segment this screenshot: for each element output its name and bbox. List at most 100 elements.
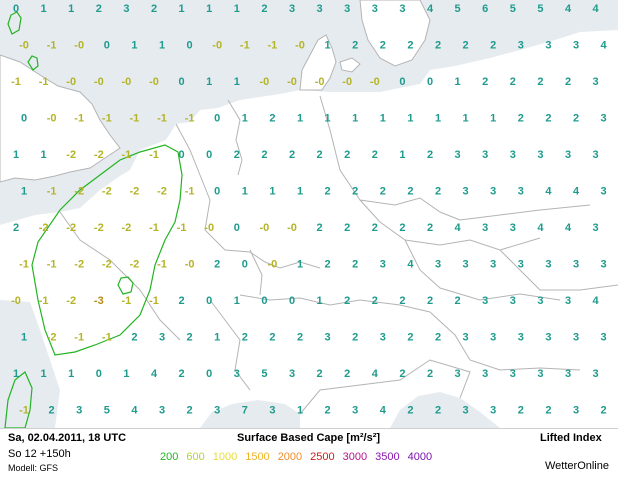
lifted-index-value: 3	[510, 295, 516, 307]
lifted-index-value: -1	[102, 332, 112, 344]
lifted-index-value: 3	[463, 186, 469, 198]
lifted-index-value: 1	[317, 295, 323, 307]
lifted-index-value: 2	[344, 149, 350, 161]
legend-entry: 1000	[212, 451, 238, 463]
lifted-index-value: 0	[13, 3, 19, 15]
lifted-index-value: 3	[593, 368, 599, 380]
lifted-index-value: 4	[593, 3, 600, 15]
lifted-index-value: 1	[21, 186, 27, 198]
lifted-index-value: -1	[240, 40, 250, 52]
lifted-index-value: 1	[455, 76, 461, 88]
lifted-index-value: 2	[269, 332, 275, 344]
lifted-index-value: 0	[104, 40, 110, 52]
lifted-index-value: 2	[242, 332, 248, 344]
lifted-index-value: -0	[370, 76, 380, 88]
lifted-index-value: 4	[545, 186, 552, 198]
lifted-index-value: 2	[179, 368, 185, 380]
lifted-index-value: 4	[372, 368, 379, 380]
lifted-index-value: 3	[601, 332, 607, 344]
lifted-index-value: 2	[537, 76, 543, 88]
lifted-index-value: -1	[149, 222, 159, 234]
lifted-index-value: 1	[242, 186, 248, 198]
lifted-index-value: 2	[518, 113, 524, 125]
lifted-index-value: -2	[66, 295, 76, 307]
legend-entry: 3000	[342, 451, 368, 463]
lifted-index-value: 3	[380, 332, 386, 344]
lifted-index-value: 2	[407, 405, 413, 417]
lifted-index-value: 2	[482, 76, 488, 88]
lifted-index-value: 2	[344, 295, 350, 307]
lifted-index-value: -0	[268, 259, 278, 271]
cape-contour-nw-2	[27, 55, 39, 71]
lifted-index-value: 1	[68, 3, 74, 15]
lifted-index-value: -1	[47, 186, 57, 198]
legend-entry: 1500	[245, 451, 270, 463]
lifted-index-value: 3	[565, 295, 571, 307]
lifted-index-value: 2	[344, 222, 350, 234]
lifted-index-value: 3	[344, 3, 350, 15]
lifted-index-value: 3	[482, 149, 488, 161]
lifted-index-value: 3	[482, 222, 488, 234]
lifted-index-value: 2	[13, 222, 19, 234]
lifted-index-value: -2	[66, 149, 76, 161]
lifted-index-value: 2	[399, 222, 405, 234]
lifted-index-value: -0	[19, 40, 29, 52]
lifted-index-value: 3	[289, 3, 295, 15]
cape-contour-sw	[4, 371, 33, 428]
lifted-index-value: -1	[19, 405, 29, 417]
lifted-index-value: 3	[269, 405, 275, 417]
lifted-index-value: -1	[185, 113, 195, 125]
lifted-index-value: 2	[435, 40, 441, 52]
lifted-index-value: 2	[234, 149, 240, 161]
lifted-index-value: -1	[130, 113, 140, 125]
lifted-index-value: -1	[19, 259, 29, 271]
lifted-index-value: -1	[149, 295, 159, 307]
lifted-index-value: -0	[47, 113, 57, 125]
lifted-index-value: 1	[206, 3, 212, 15]
lifted-index-value: 5	[104, 405, 110, 417]
lifted-index-value: 3	[573, 332, 579, 344]
lifted-index-value: 0	[214, 113, 220, 125]
lifted-index-value: 1	[41, 3, 47, 15]
lifted-index-value: -2	[130, 186, 140, 198]
lifted-index-value: 1	[490, 113, 496, 125]
lifted-index-value: 5	[455, 3, 461, 15]
lifted-index-value: 2	[427, 149, 433, 161]
lifted-index-value: 2	[261, 3, 267, 15]
lifted-index-value: -2	[94, 149, 104, 161]
lifted-index-value: -2	[157, 186, 167, 198]
lifted-index-value: 1	[234, 76, 240, 88]
lifted-index-value: -1	[122, 295, 132, 307]
lifted-index-value: 0	[206, 149, 212, 161]
lifted-index-value: 2	[372, 295, 378, 307]
lifted-index-value: 2	[344, 368, 350, 380]
lifted-index-value: 0	[179, 149, 185, 161]
lifted-index-value: 5	[537, 3, 543, 15]
lifted-index-value: 3	[593, 149, 599, 161]
lifted-index-value: -1	[149, 149, 159, 161]
lifted-index-value: 3	[399, 3, 405, 15]
lifted-index-value: 2	[297, 332, 303, 344]
lifted-index-value: 1	[68, 368, 74, 380]
country-borders	[59, 95, 618, 415]
lifted-index-value: 2	[380, 40, 386, 52]
land-sweden	[359, 0, 431, 67]
lifted-index-value: 1	[41, 149, 47, 161]
lifted-index-value: 0	[234, 222, 240, 234]
lifted-index-value: 1	[41, 368, 47, 380]
lifted-index-value: 1	[269, 186, 275, 198]
lifted-index-value: 2	[289, 149, 295, 161]
lifted-index-value: 3	[455, 368, 461, 380]
lifted-index-value: 1	[214, 332, 220, 344]
lifted-index-value: 1	[21, 332, 27, 344]
lifted-index-value: 2	[490, 40, 496, 52]
land-great-britain	[0, 54, 121, 183]
lifted-index-value: 3	[463, 259, 469, 271]
lifted-index-value: 2	[151, 3, 157, 15]
lifted-index-value: 0	[21, 113, 27, 125]
lifted-index-value: 0	[242, 259, 248, 271]
lifted-index-value: 2	[325, 405, 331, 417]
lifted-index-value: -1	[157, 259, 167, 271]
lifted-index-value: 2	[399, 295, 405, 307]
lifted-index-value: 3	[435, 259, 441, 271]
